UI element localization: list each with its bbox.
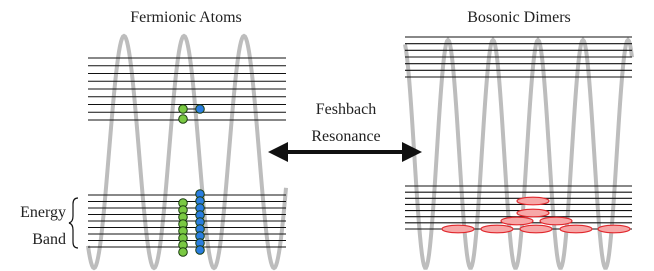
band-label: Band [32,231,66,248]
dimer [442,225,474,233]
atom [196,105,205,114]
atom [196,246,205,255]
arrow-label: Feshbach [316,101,376,118]
brace [69,198,78,248]
atom [179,248,188,257]
dimer [481,225,513,233]
dimer [517,209,549,217]
diagram: Fermionic Atoms Bosonic Dimers Feshbach … [0,0,654,271]
atom [179,105,188,114]
dimer [598,225,630,233]
atom [179,115,188,124]
arrow-label: Resonance [311,128,380,145]
dimer [517,197,549,205]
dimer [520,225,552,233]
dimer [540,217,572,225]
left-title: Fermionic Atoms [130,9,242,26]
dimer [501,217,533,225]
band-label: Energy [20,204,66,221]
dimer [560,225,592,233]
lattice-potential [405,40,632,268]
right-title: Bosonic Dimers [467,9,571,26]
